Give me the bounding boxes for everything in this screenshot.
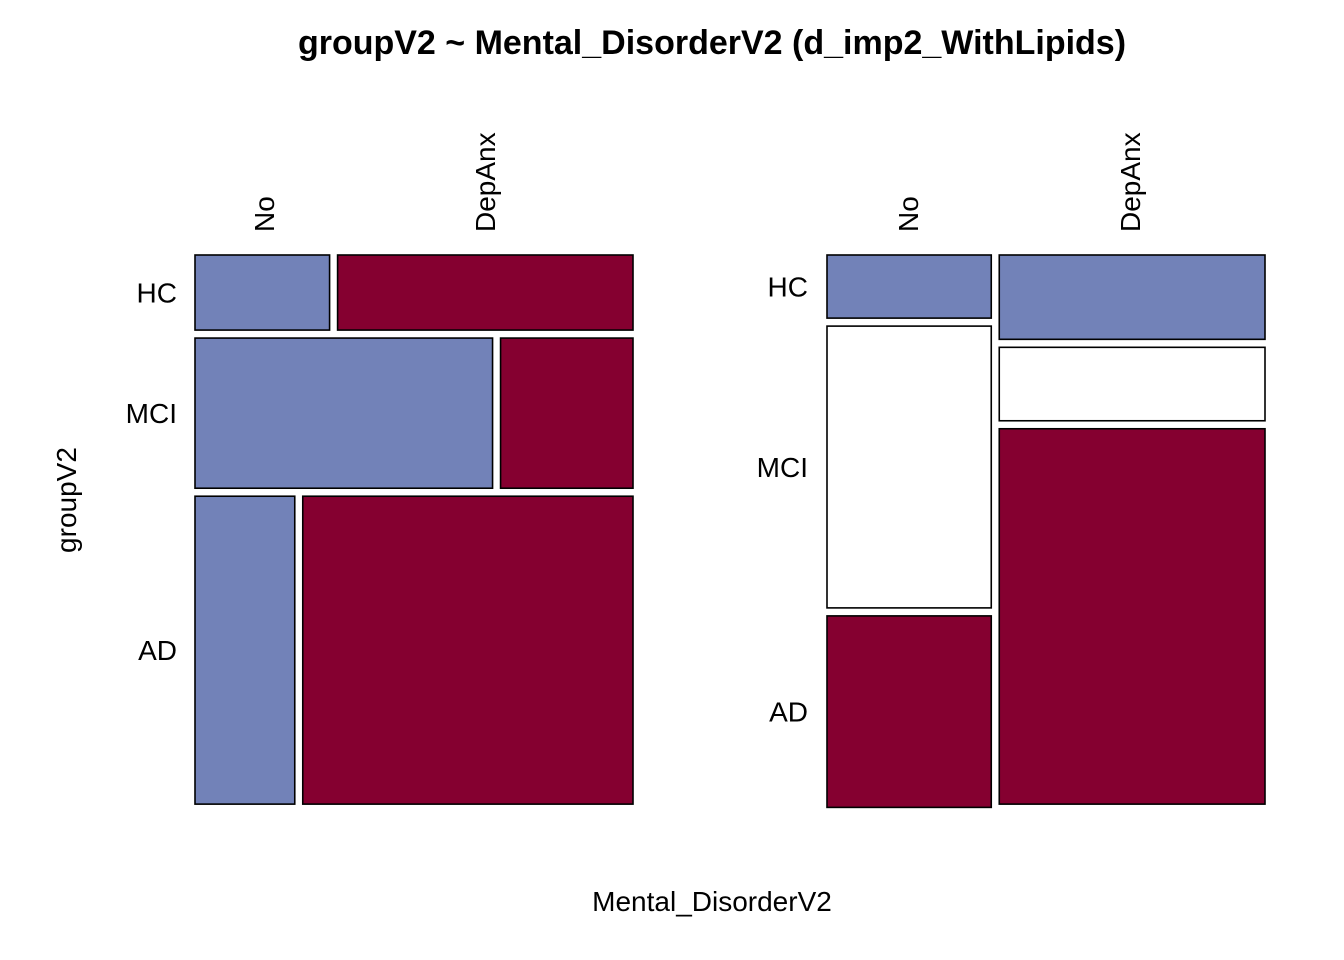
tile-mci-depanx [499, 337, 634, 490]
chart-title: groupV2 ~ Mental_DisorderV2 (d_imp2_With… [298, 24, 1126, 62]
col-label-depanx: DepAnx [470, 132, 501, 232]
row-label-right-mci: MCI [757, 452, 808, 483]
x-axis-label: Mental_DisorderV2 [592, 886, 832, 917]
col-label-right-no: No [893, 196, 924, 232]
col-label-no: No [249, 196, 280, 232]
row-label-right-hc: HC [768, 272, 808, 303]
tile-ad-depanx [301, 495, 634, 805]
tile-hc-depanx [998, 254, 1266, 341]
tile-mci-depanx [998, 346, 1266, 422]
y-axis-label: groupV2 [51, 447, 82, 553]
tile-ad-no [194, 495, 296, 805]
tile-hc-no [826, 254, 993, 319]
row-label-ad: AD [138, 635, 177, 666]
mosaic-panel-right: HC MCI AD No DepAnx [757, 132, 1266, 809]
mosaic-panel-left: HC MCI AD No DepAnx [126, 132, 634, 805]
tile-ad-no [826, 615, 993, 809]
col-label-right-depanx: DepAnx [1115, 132, 1146, 232]
row-label-mci: MCI [126, 398, 177, 429]
row-label-right-ad: AD [769, 697, 808, 728]
row-label-hc: HC [137, 278, 177, 309]
tile-hc-depanx [336, 254, 634, 331]
tile-hc-no [194, 254, 331, 331]
tile-mci-no [826, 325, 993, 609]
tile-ad-depanx [998, 427, 1266, 805]
tile-mci-no [194, 337, 494, 490]
